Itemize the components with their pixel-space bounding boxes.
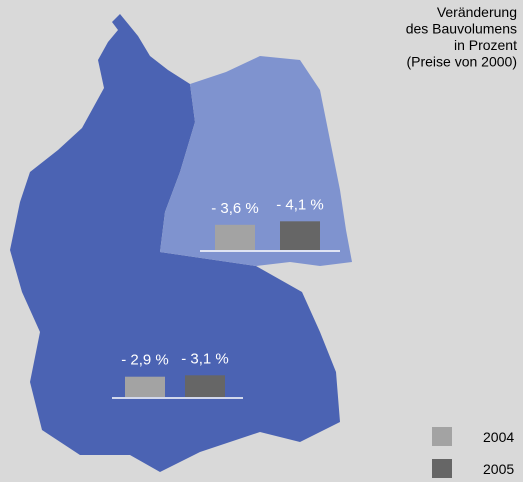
bar	[185, 375, 225, 397]
legend-swatch	[432, 427, 452, 446]
legend-label: 2004	[483, 429, 514, 445]
title-line: Veränderung	[437, 4, 517, 20]
bar	[125, 376, 165, 397]
title-line: (Preise von 2000)	[406, 54, 517, 70]
bar	[215, 224, 255, 250]
legend-swatch	[432, 459, 452, 478]
bar	[280, 221, 320, 250]
legend-label: 2005	[483, 461, 514, 477]
title-line: des Bauvolumens	[406, 21, 517, 37]
value-label: - 3,1 %	[181, 350, 229, 367]
title-line: in Prozent	[454, 37, 517, 53]
region-east	[160, 56, 352, 266]
region-west	[10, 14, 340, 472]
value-label: - 3,6 %	[211, 200, 259, 217]
value-label: - 2,9 %	[121, 352, 169, 369]
value-label: - 4,1 %	[276, 196, 324, 213]
